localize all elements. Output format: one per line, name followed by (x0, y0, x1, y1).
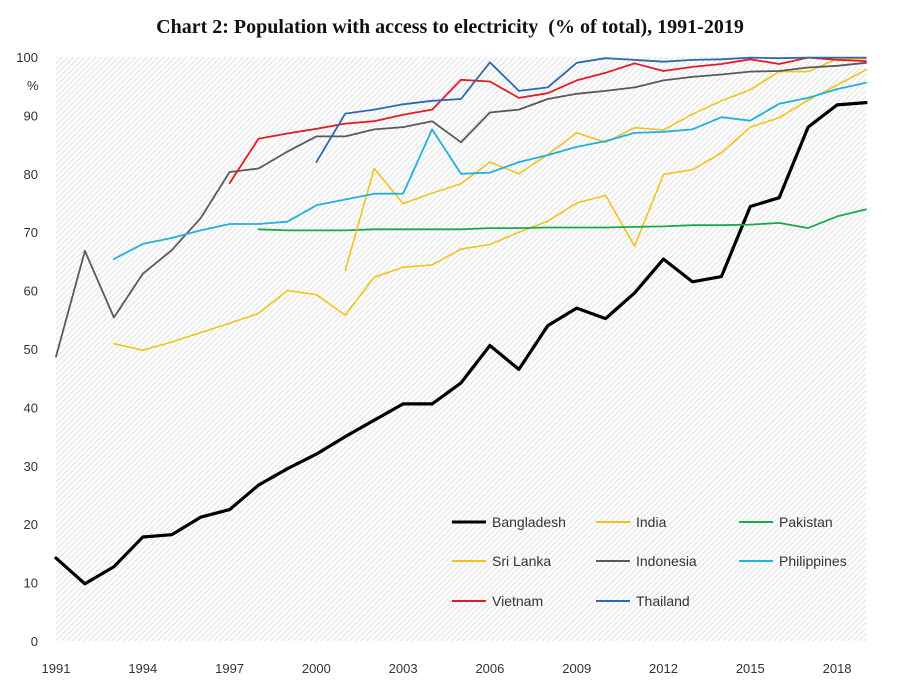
chart-title: Chart 2: Population with access to elect… (156, 16, 744, 38)
x-tick-label: 1997 (215, 661, 244, 676)
y-tick-label: 0 (31, 634, 38, 649)
x-tick-label: 2015 (736, 661, 765, 676)
x-axis: 1991 1994 1997 2000 2003 2006 2009 2012 2015 2018 (42, 661, 852, 676)
x-tick-label: 1994 (128, 661, 157, 676)
y-tick-label: 40 (24, 400, 38, 415)
x-tick-label: 2006 (475, 661, 504, 676)
legend-label-thailand: Thailand (636, 593, 690, 609)
y-tick-label: 60 (24, 284, 38, 299)
y-tick-label: 20 (24, 517, 38, 532)
y-tick-label: 80 (24, 167, 38, 182)
y-tick-label: 10 (24, 576, 38, 591)
y-axis: 0 10 20 30 40 50 60 70 80 90 100 (16, 50, 38, 649)
legend-label-indonesia: Indonesia (636, 553, 697, 569)
legend-label-sri-lanka: Sri Lanka (492, 553, 551, 569)
x-tick-label: 1991 (42, 661, 71, 676)
legend-label-philippines: Philippines (779, 553, 847, 569)
y-tick-label: 30 (24, 459, 38, 474)
legend-label-india: India (636, 514, 667, 530)
y-axis-label: % (27, 78, 39, 93)
legend-label-vietnam: Vietnam (492, 593, 543, 609)
y-tick-label: 70 (24, 225, 38, 240)
series-line-indonesia (55, 61, 867, 358)
y-tick-label: 90 (24, 108, 38, 123)
series-layer (54, 56, 868, 586)
series-line-india (113, 69, 867, 352)
y-tick-label: 50 (24, 342, 38, 357)
legend-label-bangladesh: Bangladesh (492, 514, 566, 530)
series-line-thailand (315, 56, 867, 164)
x-tick-label: 2018 (823, 661, 852, 676)
x-tick-label: 2000 (302, 661, 331, 676)
y-tick-label: 100 (16, 50, 38, 65)
legend-label-pakistan: Pakistan (779, 514, 833, 530)
x-tick-label: 2012 (649, 661, 678, 676)
x-tick-label: 2009 (562, 661, 591, 676)
series-line-vietnam (228, 56, 867, 185)
series-line-philippines (113, 81, 867, 261)
series-line-bangladesh (54, 100, 868, 586)
plot-area (56, 57, 866, 641)
series-line-pakistan (257, 208, 867, 232)
x-tick-label: 2003 (389, 661, 418, 676)
legend: Bangladesh India Pakistan Sri Lanka Indonesi… (452, 514, 847, 609)
